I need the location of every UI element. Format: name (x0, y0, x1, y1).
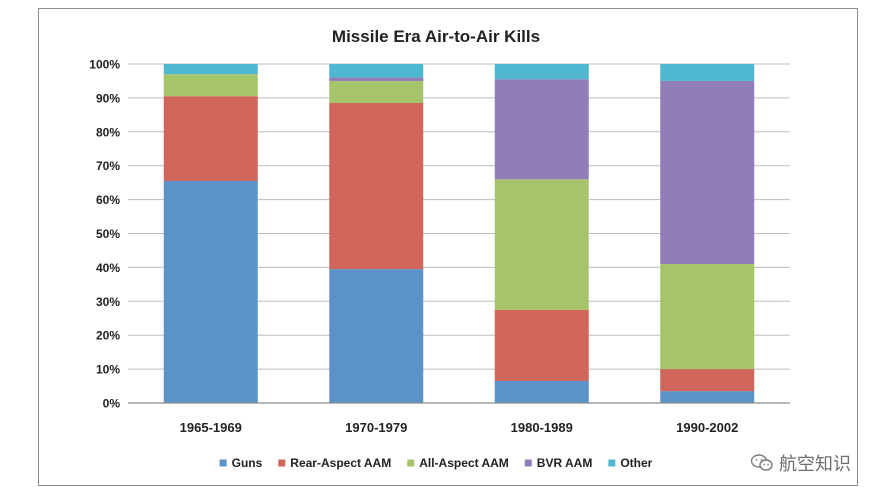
x-tick-label: 1965-1969 (180, 420, 242, 435)
y-tick-label: 90% (96, 91, 120, 105)
bar-segment-rear-aspect-aam-1970-1979 (329, 102, 424, 270)
legend-label-other: Other (620, 456, 652, 470)
chart-title: Missile Era Air-to-Air Kills (332, 27, 540, 46)
bar-segment-guns-1965-1969 (163, 180, 258, 403)
bar-segment-other-1980-1989 (494, 64, 589, 80)
legend-label-all-aspect-aam: All-Aspect AAM (419, 456, 509, 470)
legend-label-bvr-aam: BVR AAM (537, 456, 593, 470)
watermark-text: 航空知识 (779, 454, 851, 475)
y-tick-label: 10% (96, 363, 120, 377)
y-tick-label: 80% (96, 125, 120, 139)
bar-segment-rear-aspect-aam-1990-2002 (660, 369, 755, 392)
bar-segment-other-1965-1969 (163, 64, 258, 75)
bar-segment-all-aspect-aam-1970-1979 (329, 80, 424, 103)
y-tick-label: 50% (96, 227, 120, 241)
bars (163, 64, 755, 403)
bar-segment-rear-aspect-aam-1980-1989 (494, 309, 589, 381)
legend-swatch-guns (219, 459, 227, 467)
bar-segment-bvr-aam-1970-1979 (329, 77, 424, 81)
bar-segment-all-aspect-aam-1990-2002 (660, 264, 755, 370)
watermark: 航空知识 (751, 450, 851, 476)
wechat-logo-icon (751, 454, 773, 471)
bar-segment-bvr-aam-1980-1989 (494, 79, 589, 180)
legend-swatch-other (608, 459, 616, 467)
legend-swatch-all-aspect-aam (407, 459, 415, 467)
legend-label-guns: Guns (232, 456, 263, 470)
y-tick-label: 30% (96, 295, 120, 309)
bar-segment-other-1970-1979 (329, 64, 424, 78)
bar-segment-all-aspect-aam-1965-1969 (163, 74, 258, 97)
legend-swatch-bvr-aam (524, 459, 532, 467)
y-tick-label: 60% (96, 193, 120, 207)
bar-segment-all-aspect-aam-1980-1989 (494, 179, 589, 310)
bar-segment-rear-aspect-aam-1965-1969 (163, 96, 258, 181)
legend: Guns Rear-Aspect AAM All-Aspect AAM BVR AAM… (219, 456, 653, 470)
y-tick-label: 0% (103, 397, 121, 411)
y-axis-tick-labels: 0% 10% 20% 30% 40% 50% 60% 70% 80% 90% 100% (89, 58, 120, 411)
x-tick-label: 1990-2002 (676, 420, 738, 435)
y-tick-label: 20% (96, 329, 120, 343)
bar-segment-guns-1970-1979 (329, 269, 424, 403)
legend-swatch-rear-aspect-aam (278, 459, 286, 467)
x-tick-label: 1970-1979 (345, 420, 407, 435)
bar-segment-guns-1990-2002 (660, 391, 755, 403)
bar-segment-guns-1980-1989 (494, 380, 589, 403)
legend-label-rear-aspect-aam: Rear-Aspect AAM (290, 456, 391, 470)
y-tick-label: 40% (96, 261, 120, 275)
y-tick-label: 70% (96, 159, 120, 173)
y-tick-label: 100% (89, 58, 120, 72)
bar-segment-bvr-aam-1990-2002 (660, 80, 755, 265)
x-axis-tick-labels: 1965-1969 1970-1979 1980-1989 1990-2002 (180, 420, 739, 435)
x-tick-label: 1980-1989 (511, 420, 573, 435)
bar-segment-other-1990-2002 (660, 64, 755, 81)
